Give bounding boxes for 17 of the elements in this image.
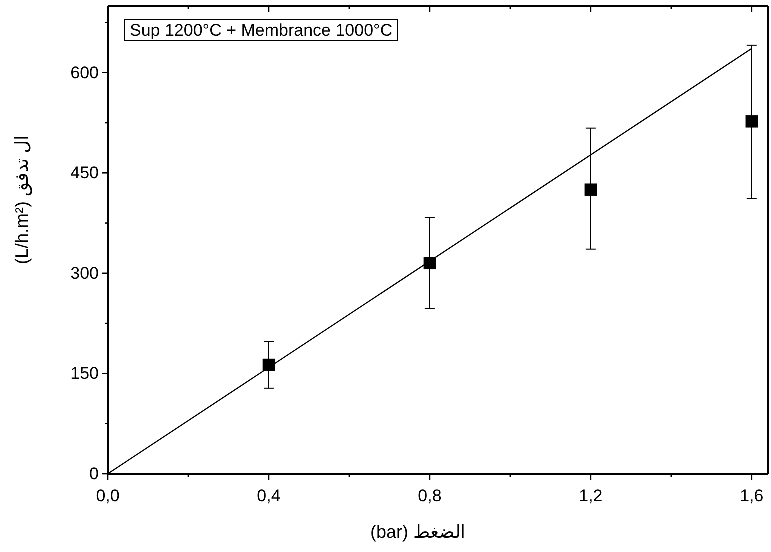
point (584, 184, 598, 196)
x-tick-label: 0,4 (257, 486, 281, 506)
y-tick-label: 600 (70, 63, 99, 82)
point (424, 257, 436, 270)
x-tick-label: 0,0 (96, 486, 120, 506)
x-tick-label: 1,2 (579, 486, 603, 506)
x-axis-title: (bar) الضغط (370, 522, 466, 542)
x-tick-label: 0,8 (418, 486, 442, 506)
point (746, 116, 758, 128)
point (262, 358, 276, 372)
annotation: Sup 1200°C + Membrance 1000°C (130, 21, 393, 40)
y-tick-label: 0 (90, 464, 99, 484)
y-tick-label: 150 (70, 364, 99, 384)
x-tick-label: 1,6 (740, 486, 764, 506)
y-tick-label: 450 (70, 164, 99, 183)
y-axis-title: (L/h.m²) ال تدفق (12, 135, 33, 265)
y-tick-label: 300 (70, 264, 99, 283)
